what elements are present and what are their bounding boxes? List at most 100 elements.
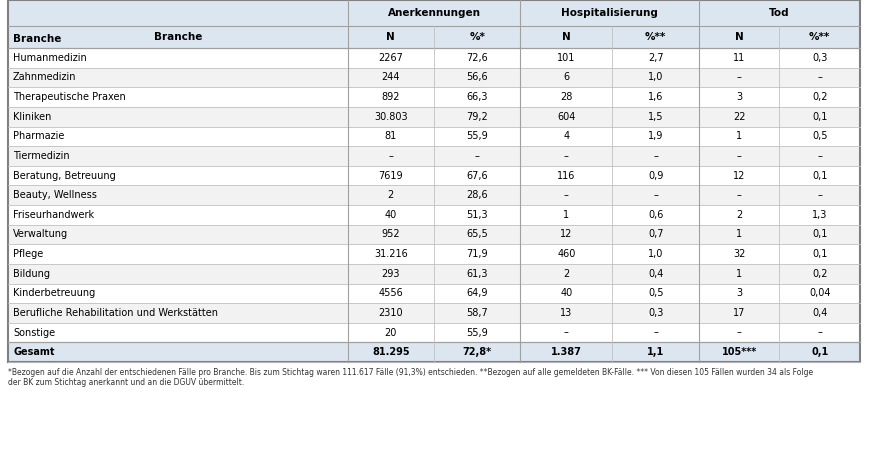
Text: 1: 1 <box>736 269 742 278</box>
Text: 0,4: 0,4 <box>812 308 828 318</box>
Bar <box>8 303 860 323</box>
Text: 1,5: 1,5 <box>648 112 664 122</box>
Text: 64,9: 64,9 <box>467 288 488 298</box>
Text: 0,1: 0,1 <box>812 229 828 239</box>
Text: 71,9: 71,9 <box>467 249 488 259</box>
Text: 2: 2 <box>563 269 569 278</box>
Text: 2310: 2310 <box>378 308 403 318</box>
Text: 101: 101 <box>557 53 576 63</box>
Text: –: – <box>737 151 741 161</box>
Text: –: – <box>564 151 569 161</box>
Text: 0,1: 0,1 <box>812 170 828 181</box>
Text: 1: 1 <box>736 229 742 239</box>
Text: 0,04: 0,04 <box>809 288 830 298</box>
Text: 13: 13 <box>561 308 573 318</box>
Text: Sonstige: Sonstige <box>13 328 55 337</box>
Text: 116: 116 <box>557 170 576 181</box>
Text: –: – <box>653 190 658 200</box>
Text: 56,6: 56,6 <box>467 72 488 83</box>
Text: –: – <box>653 328 658 337</box>
Text: –: – <box>388 151 393 161</box>
Bar <box>8 48 860 67</box>
Text: 1,1: 1,1 <box>647 347 664 357</box>
Text: Branche: Branche <box>153 32 202 42</box>
Text: Pflege: Pflege <box>13 249 44 259</box>
Text: –: – <box>817 328 822 337</box>
Text: Therapeutische Praxen: Therapeutische Praxen <box>13 92 126 102</box>
Text: 17: 17 <box>733 308 746 318</box>
Text: 105***: 105*** <box>721 347 757 357</box>
Text: Tiermedizin: Tiermedizin <box>13 151 70 161</box>
Text: 28: 28 <box>560 92 573 102</box>
Text: –: – <box>817 151 822 161</box>
Text: Friseurhandwerk: Friseurhandwerk <box>13 210 94 220</box>
Text: 55,9: 55,9 <box>467 328 488 337</box>
Text: –: – <box>737 190 741 200</box>
Text: 3: 3 <box>736 92 742 102</box>
Text: 293: 293 <box>382 269 400 278</box>
Text: Hospitalisierung: Hospitalisierung <box>562 8 658 18</box>
Text: 952: 952 <box>382 229 400 239</box>
Text: Kliniken: Kliniken <box>13 112 51 122</box>
Text: –: – <box>653 151 658 161</box>
Text: –: – <box>564 328 569 337</box>
Bar <box>8 0 860 48</box>
Text: der BK zum Stichtag anerkannt und an die DGUV übermittelt.: der BK zum Stichtag anerkannt und an die… <box>8 378 244 387</box>
Text: 1.387: 1.387 <box>551 347 582 357</box>
Text: 55,9: 55,9 <box>467 131 488 141</box>
Text: 12: 12 <box>560 229 573 239</box>
Text: 4556: 4556 <box>378 288 403 298</box>
Text: 2267: 2267 <box>378 53 403 63</box>
Text: %**: %** <box>645 32 666 42</box>
Bar <box>8 67 860 87</box>
Text: 2: 2 <box>736 210 742 220</box>
Text: 1: 1 <box>563 210 569 220</box>
Text: 11: 11 <box>733 53 746 63</box>
Text: 0,9: 0,9 <box>648 170 664 181</box>
Text: 1,6: 1,6 <box>648 92 664 102</box>
Text: 7619: 7619 <box>378 170 403 181</box>
Bar <box>8 342 860 362</box>
Text: –: – <box>737 328 741 337</box>
Bar <box>8 146 860 166</box>
Bar <box>8 264 860 284</box>
Text: 0,1: 0,1 <box>812 249 828 259</box>
Bar <box>8 107 860 126</box>
Bar <box>8 126 860 146</box>
Text: 67,6: 67,6 <box>467 170 488 181</box>
Bar <box>8 205 860 225</box>
Bar <box>8 225 860 244</box>
Text: 40: 40 <box>385 210 397 220</box>
Text: 0,3: 0,3 <box>648 308 664 318</box>
Text: –: – <box>564 190 569 200</box>
Text: 72,8*: 72,8* <box>463 347 492 357</box>
Bar <box>8 166 860 185</box>
Text: –: – <box>737 72 741 83</box>
Text: 0,5: 0,5 <box>812 131 828 141</box>
Text: Pharmazie: Pharmazie <box>13 131 65 141</box>
Text: 66,3: 66,3 <box>467 92 488 102</box>
Text: Branche: Branche <box>13 34 61 44</box>
Text: 72,6: 72,6 <box>467 53 488 63</box>
Text: 0,3: 0,3 <box>812 53 828 63</box>
Text: N: N <box>386 32 395 42</box>
Text: N: N <box>562 32 571 42</box>
Text: 31.216: 31.216 <box>374 249 408 259</box>
Text: 0,4: 0,4 <box>648 269 664 278</box>
Text: 2: 2 <box>388 190 394 200</box>
Text: Tod: Tod <box>769 8 790 18</box>
Text: 58,7: 58,7 <box>467 308 488 318</box>
Text: –: – <box>817 72 822 83</box>
Text: 51,3: 51,3 <box>467 210 488 220</box>
Text: N: N <box>735 32 744 42</box>
Text: –: – <box>474 151 480 161</box>
Text: 6: 6 <box>563 72 569 83</box>
Text: Gesamt: Gesamt <box>13 347 54 357</box>
Text: 1,9: 1,9 <box>648 131 664 141</box>
Text: 4: 4 <box>563 131 569 141</box>
Text: Kinderbetreuung: Kinderbetreuung <box>13 288 95 298</box>
Text: 20: 20 <box>385 328 397 337</box>
Text: Bildung: Bildung <box>13 269 50 278</box>
Text: 0,1: 0,1 <box>812 112 828 122</box>
Text: 79,2: 79,2 <box>467 112 488 122</box>
